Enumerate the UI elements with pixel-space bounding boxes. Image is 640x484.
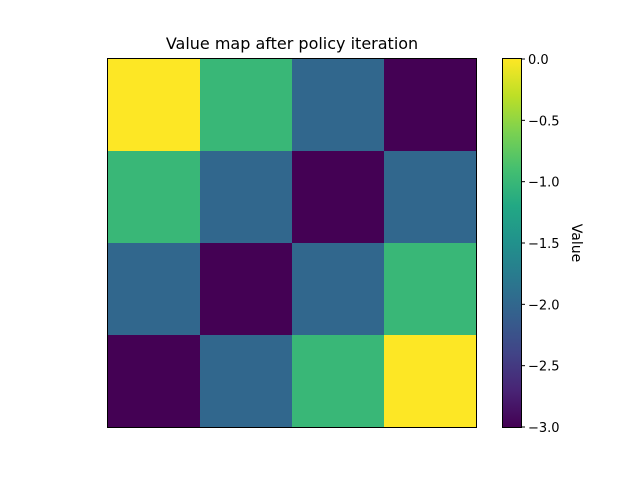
heatmap-cell-r0-c0 [108, 59, 201, 152]
heatmap-cell-r2-c1 [200, 243, 293, 336]
colorbar: 0.0 −0.5 −1.0 −1.5 −2.0 −2.5 −3.0 Value [502, 53, 584, 436]
colorbar-tick-label: −0.5 [528, 114, 560, 129]
heatmap-cells [108, 59, 477, 428]
colorbar-tick-label: −2.5 [528, 360, 560, 375]
colorbar-ticks: 0.0 −0.5 −1.0 −1.5 −2.0 −2.5 −3.0 [521, 53, 560, 436]
heatmap-cell-r1-c3 [384, 151, 477, 244]
heatmap-cell-r0-c1 [200, 59, 293, 152]
colorbar-tick-label: −3.0 [528, 421, 560, 436]
heatmap-cell-r3-c1 [200, 335, 293, 428]
heatmap-cell-r1-c2 [292, 151, 385, 244]
heatmap-cell-r3-c3 [384, 335, 477, 428]
heatmap-cell-r2-c2 [292, 243, 385, 336]
colorbar-tick-label: −2.0 [528, 298, 560, 313]
heatmap-cell-r1-c1 [200, 151, 293, 244]
colorbar-tick-label: −1.5 [528, 237, 560, 252]
colorbar-gradient [503, 59, 521, 427]
colorbar-label: Value [568, 224, 584, 262]
heatmap-cell-r0-c2 [292, 59, 385, 152]
plot-frame [107, 58, 477, 428]
heatmap-cell-r0-c3 [384, 59, 477, 152]
chart-title: Value map after policy iteration [166, 34, 418, 53]
heatmap-cell-r1-c0 [108, 151, 201, 244]
colorbar-tick-label: 0.0 [528, 53, 549, 68]
heatmap-cell-r2-c0 [108, 243, 201, 336]
heatmap-cell-r3-c0 [108, 335, 201, 428]
colorbar-tick-label: −1.0 [528, 176, 560, 191]
heatmap-cell-r2-c3 [384, 243, 477, 336]
heatmap-cell-r3-c2 [292, 335, 385, 428]
